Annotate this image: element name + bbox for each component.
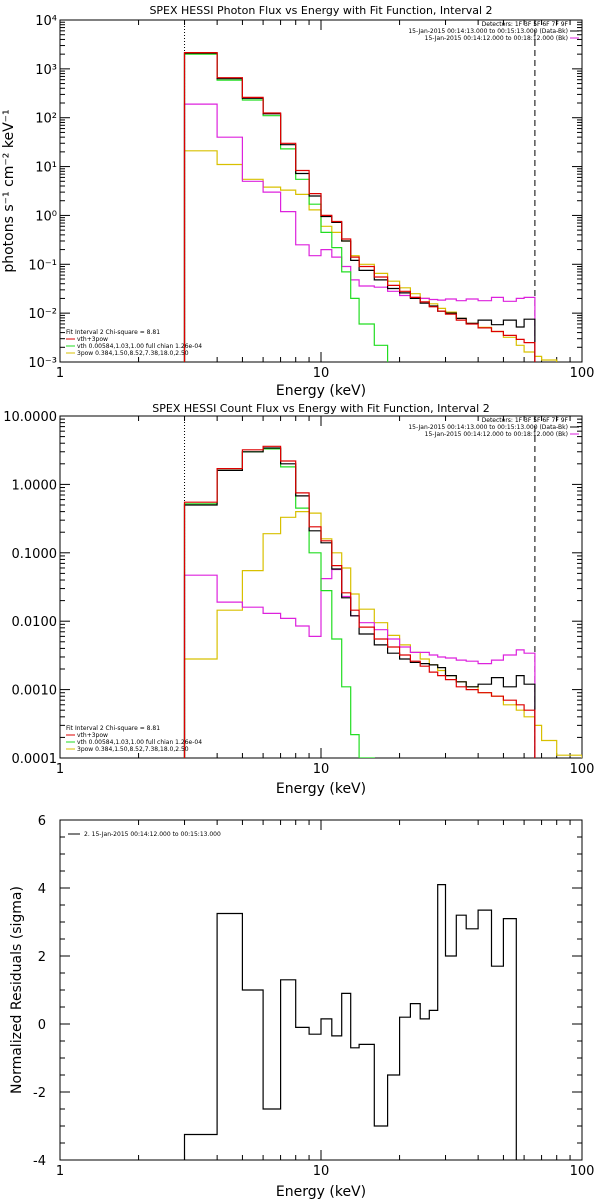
legend-entry: vth 0.00584,1.03,1.00 full chian 1.26e-0…	[77, 739, 202, 746]
x-axis-label: Energy (keV)	[276, 383, 366, 399]
series-3pow	[183, 150, 558, 362]
plot-area: 1 10 100 -4 -2 0 2 4 6 2. 15-Jan-2015 00:14:12.00…	[33, 814, 594, 1179]
y-tick-label: 10³	[35, 63, 57, 78]
residuals-chart: Energy (keV) Normalized Residuals (sigma…	[9, 814, 594, 1200]
plot-area: 1 10 100 10⁻³ 10⁻² 10⁻¹ 10⁰ 10¹ 10² 10³ 10⁴ Detecto…	[28, 14, 594, 381]
y-tick-label: 0.1000	[12, 547, 58, 562]
y-tick-label: 10.0000	[3, 410, 57, 425]
x-tick-label: 100	[570, 366, 595, 381]
y-tick-label: 0.0010	[12, 684, 58, 699]
legend-entry: 15-Jan-2015 00:14:12.000 to 00:18:12.000…	[425, 431, 568, 438]
y-axis-label: photons s⁻¹ cm⁻² keV⁻¹	[1, 109, 17, 272]
legend-entry: 15-Jan-2015 00:14:12.000 to 00:18:12.000…	[425, 35, 568, 42]
legend-entry: vth 0.00584,1.03,1.00 full chian 1.26e-0…	[77, 343, 202, 350]
y-tick-label: 10⁻³	[28, 356, 57, 371]
x-tick-label: 1	[56, 762, 64, 777]
y-tick-label: 10⁻¹	[28, 258, 57, 273]
y-tick-label: 0.0100	[12, 615, 58, 630]
legend-entry: Fit Interval 2 Chi-square = 8.81	[66, 329, 160, 336]
x-tick-label: 10	[313, 1164, 330, 1179]
y-axis-label: Normalized Residuals (sigma)	[9, 886, 25, 1094]
series-data-bk	[183, 52, 536, 362]
legend-entry: 3pow 0.384,1.50,8.52,7.38,18.0,2.50	[77, 350, 189, 357]
y-tick-label: 4	[38, 882, 46, 897]
series-vth	[183, 448, 375, 758]
plot-area: 1 10 100 0.0001 0.0010 0.0100 0.1000 1.0000 10.0…	[3, 410, 594, 777]
legend-entry: vth+3pow	[77, 336, 108, 343]
y-tick-label: 10⁴	[35, 14, 57, 29]
series-bk	[183, 103, 536, 362]
chart-title: SPEX HESSI Photon Flux vs Energy with Fi…	[149, 4, 492, 17]
count-flux-chart: SPEX HESSI Count Flux vs Energy with Fit…	[3, 402, 594, 797]
legend-entry: 15-Jan-2015 00:14:13.000 to 00:15:13.000…	[408, 28, 568, 35]
plot-frame	[59, 19, 583, 363]
chart-title: SPEX HESSI Count Flux vs Energy with Fit…	[152, 402, 489, 415]
x-axis-label: Energy (keV)	[276, 1184, 366, 1200]
x-tick-label: 1	[56, 366, 64, 381]
y-tick-label: 0	[38, 1018, 46, 1033]
y-tick-label: -4	[33, 1154, 46, 1169]
series-vth-3pow	[183, 445, 536, 758]
photon-flux-chart: SPEX HESSI Photon Flux vs Energy with Fi…	[1, 4, 594, 399]
y-tick-label: 2	[38, 950, 46, 965]
series-data-bk	[183, 447, 536, 758]
y-tick-label: 6	[38, 814, 46, 829]
legend-entry: 3pow 0.384,1.50,8.52,7.38,18.0,2.50	[77, 746, 189, 753]
plot-frame	[59, 819, 583, 1161]
legend-entry: Detectors: 1F 3F 5F 6F 7F 9F	[482, 417, 569, 424]
legend-entry: vth+3pow	[77, 732, 108, 739]
y-tick-label: 10²	[35, 112, 57, 127]
series-vth-3pow	[183, 52, 536, 362]
series-vth	[183, 53, 389, 362]
legend-entry: Detectors: 1F 3F 5F 6F 7F 9F	[482, 21, 569, 28]
x-tick-label: 100	[570, 762, 595, 777]
x-tick-label: 1	[56, 1164, 64, 1179]
y-tick-label: 10⁰	[35, 209, 57, 224]
y-tick-label: 0.0001	[12, 752, 58, 767]
legend-entry: 2. 15-Jan-2015 00:14:12.000 to 00:15:13.…	[84, 831, 221, 838]
y-tick-label: 10¹	[35, 161, 57, 176]
series-3pow	[183, 511, 582, 758]
y-tick-label: -2	[33, 1086, 46, 1101]
series-residuals	[183, 884, 517, 1160]
x-tick-label: 100	[570, 1164, 595, 1179]
x-tick-label: 10	[313, 366, 330, 381]
legend-entry: 15-Jan-2015 00:14:13.000 to 00:15:13.000…	[408, 424, 568, 431]
x-axis-label: Energy (keV)	[276, 781, 366, 797]
y-tick-label: 1.0000	[12, 478, 58, 493]
x-tick-label: 10	[313, 762, 330, 777]
legend-entry: Fit Interval 2 Chi-square = 8.81	[66, 725, 160, 732]
y-tick-label: 10⁻²	[28, 307, 57, 322]
